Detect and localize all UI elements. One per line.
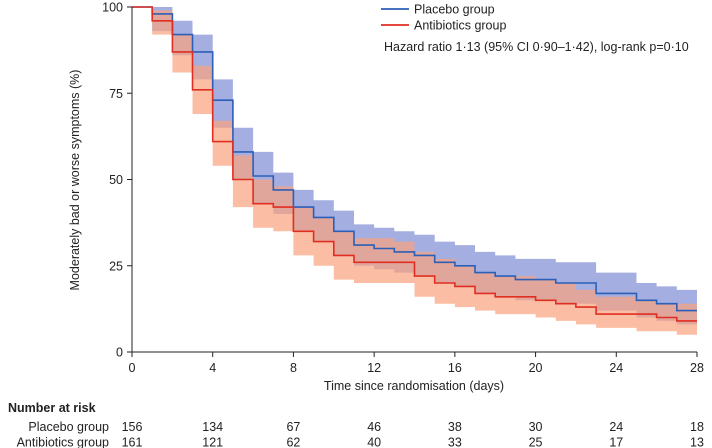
risk-value: 17: [609, 436, 623, 448]
risk-value: 161: [122, 436, 143, 448]
risk-value: 121: [202, 436, 223, 448]
y-tick-label: 25: [109, 259, 123, 273]
km-curve-antibiotics: [132, 6, 697, 322]
x-tick-label: 16: [448, 361, 462, 375]
risk-row-label: Placebo group: [28, 420, 109, 434]
risk-value: 13: [690, 436, 704, 448]
risk-row-label: Antibiotics group: [17, 436, 109, 448]
risk-value: 62: [286, 436, 300, 448]
hazard-ratio-annotation: Hazard ratio 1·13 (95% CI 0·90–1·42), lo…: [384, 40, 689, 54]
x-axis-label: Time since randomisation (days): [324, 379, 504, 393]
survival-curves: [132, 6, 697, 322]
risk-table-title: Number at risk: [8, 401, 96, 415]
risk-value: 33: [448, 436, 462, 448]
x-tick-label: 20: [529, 361, 543, 375]
risk-value: 24: [609, 420, 623, 434]
y-tick-label: 100: [102, 1, 123, 15]
risk-value: 18: [690, 420, 704, 434]
km-curve-placebo: [132, 6, 697, 312]
legend-label: Placebo group: [414, 3, 495, 17]
y-tick-label: 75: [109, 87, 123, 101]
x-tick-label: 0: [129, 361, 136, 375]
x-tick-label: 4: [209, 361, 216, 375]
x-tick-label: 24: [609, 361, 623, 375]
y-axis-label: Moderately bad or worse symptoms (%): [68, 70, 82, 291]
legend-label: Antibiotics group: [414, 19, 506, 33]
risk-value: 30: [529, 420, 543, 434]
y-tick-label: 50: [109, 173, 123, 187]
risk-value: 46: [367, 420, 381, 434]
y-tick-label: 0: [116, 346, 123, 360]
risk-value: 156: [122, 420, 143, 434]
risk-value: 40: [367, 436, 381, 448]
x-tick-label: 12: [367, 361, 381, 375]
risk-value: 134: [202, 420, 223, 434]
risk-table: Number at risk Placebo group 156 134 67 46 38 3…: [8, 401, 704, 448]
legend: Placebo group Antibiotics group: [381, 3, 506, 33]
x-tick-label: 8: [290, 361, 297, 375]
confidence-bands: [132, 7, 697, 335]
risk-value: 38: [448, 420, 462, 434]
x-tick-label: 28: [690, 361, 704, 375]
axes: 0 4 8 12 16 20 24 28 0 25 50 75 100: [102, 1, 704, 376]
risk-value: 67: [286, 420, 300, 434]
risk-value: 25: [529, 436, 543, 448]
